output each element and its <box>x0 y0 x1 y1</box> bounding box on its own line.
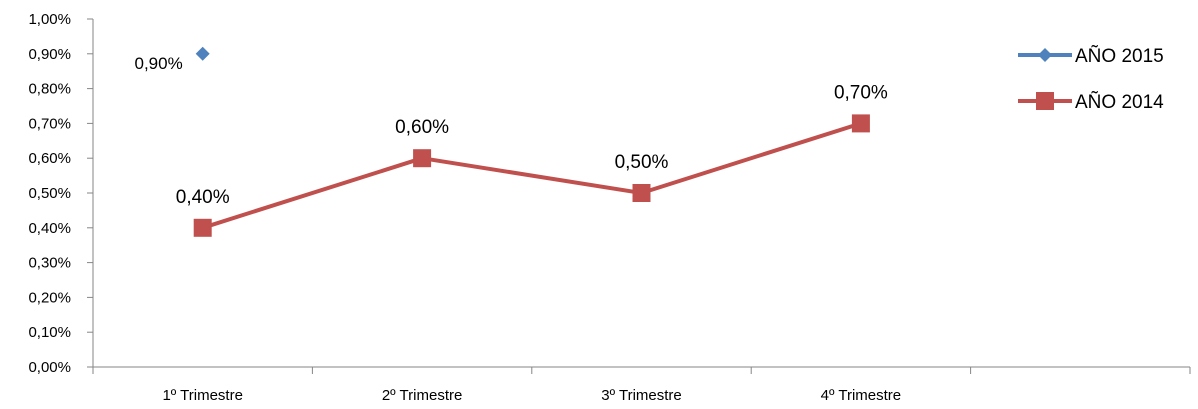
series-1: 0,40% 0,60% 0,50% 0,70% <box>176 82 888 237</box>
legend-marker <box>1036 92 1054 110</box>
y-tick-label: 0,90% <box>28 46 71 63</box>
data-label: 0,40% <box>176 187 230 208</box>
legend-item: AÑO 2014 <box>1018 91 1164 113</box>
y-tick-label: 1,00% <box>28 11 71 28</box>
legend-marker <box>1038 48 1052 62</box>
y-tick-label: 0,60% <box>28 150 71 167</box>
data-label: 0,90% <box>134 54 182 73</box>
legend-label: AÑO 2015 <box>1075 45 1164 67</box>
x-tick-label: 4º Trimestre <box>821 387 902 404</box>
data-label: 0,50% <box>615 152 669 173</box>
legend-label: AÑO 2014 <box>1075 91 1164 113</box>
x-axis-ticks: 1º Trimestre 2º Trimestre 3º Trimestre 4º T… <box>92 367 1191 404</box>
y-axis-ticks: 0,00% 0,10% 0,20% 0,30% 0,40% 0,50% 0,60% 0,70%… <box>28 11 93 376</box>
y-tick-label: 0,30% <box>28 255 71 272</box>
data-point <box>193 218 212 237</box>
data-point <box>195 46 210 61</box>
x-tick-label: 2º Trimestre <box>382 387 463 404</box>
data-label: 0,70% <box>834 82 888 103</box>
y-tick-label: 0,70% <box>28 115 71 132</box>
legend-item: AÑO 2015 <box>1018 45 1164 67</box>
y-tick-label: 0,80% <box>28 81 71 98</box>
data-point <box>851 114 870 133</box>
series-0: 0,90% <box>134 46 210 73</box>
series-layer: 0,90% 0,40% 0,60% 0,50% 0,70% <box>134 46 888 237</box>
data-label: 0,60% <box>395 117 449 138</box>
data-point <box>632 184 651 202</box>
y-tick-label: 0,40% <box>28 220 71 237</box>
x-tick-label: 1º Trimestre <box>162 387 243 404</box>
data-point <box>413 149 432 168</box>
y-tick-label: 0,20% <box>28 289 71 306</box>
y-tick-label: 0,10% <box>28 324 71 341</box>
x-tick-label: 3º Trimestre <box>601 387 682 404</box>
y-tick-label: 0,50% <box>28 185 71 202</box>
series-line <box>202 121 862 230</box>
y-tick-label: 0,00% <box>28 359 71 376</box>
legend: AÑO 2015 AÑO 2014 <box>1018 45 1164 113</box>
